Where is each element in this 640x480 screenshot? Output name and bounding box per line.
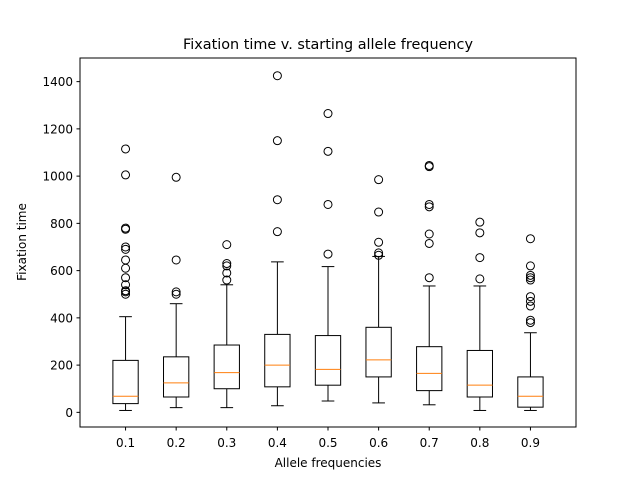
plot-area <box>112 71 544 411</box>
outlier-point <box>121 280 131 290</box>
box-iqr <box>416 346 443 392</box>
outlier-point <box>374 237 384 247</box>
box-group-0-4 <box>264 71 291 407</box>
y-tick-label: 200 <box>50 359 73 373</box>
outlier-point <box>121 242 131 252</box>
outlier-point <box>525 270 535 280</box>
y-tick-label: 600 <box>50 264 73 278</box>
x-tick-label: 0.6 <box>369 436 388 450</box>
box-group-0-8 <box>466 217 493 411</box>
box-iqr <box>264 333 291 388</box>
outlier-point <box>121 144 131 154</box>
outlier-point <box>525 275 535 285</box>
outlier-point <box>323 146 333 156</box>
y-axis: 0 200 400 600 800 1000 1200 1400 <box>42 75 80 420</box>
box-group-0-1 <box>112 144 139 411</box>
outlier-point <box>475 217 485 227</box>
outlier-point <box>121 263 131 273</box>
x-tick-label: 0.9 <box>521 436 540 450</box>
box-iqr <box>517 376 544 408</box>
outlier-point <box>323 109 333 119</box>
outlier-point <box>525 318 535 328</box>
outlier-point <box>121 289 131 299</box>
x-tick-label: 0.5 <box>318 436 337 450</box>
x-tick-label: 0.3 <box>217 436 236 450</box>
box-group-0-6 <box>365 175 392 404</box>
outlier-point <box>222 268 232 278</box>
x-axis-title: Allele frequencies <box>275 456 382 470</box>
outlier-point <box>171 172 181 182</box>
axes-frame <box>79 57 577 428</box>
outlier-point <box>272 195 282 205</box>
x-tick-label: 0.8 <box>470 436 489 450</box>
outlier-point <box>525 261 535 271</box>
outlier-point <box>121 286 131 296</box>
box-group-0-5 <box>314 109 342 402</box>
box-group-0-9 <box>517 234 544 411</box>
outlier-point <box>171 289 181 299</box>
outlier-point <box>222 240 232 250</box>
outlier-point <box>424 273 434 283</box>
outlier-point <box>424 199 434 209</box>
outlier-point <box>424 229 434 239</box>
y-tick-label: 1400 <box>42 75 73 89</box>
outlier-point <box>374 248 384 258</box>
outlier-point <box>171 255 181 265</box>
outlier-point <box>475 253 485 263</box>
x-tick-label: 0.4 <box>268 436 287 450</box>
outlier-point <box>525 315 535 325</box>
y-tick-label: 1000 <box>42 170 73 184</box>
x-tick-label: 0.1 <box>116 436 135 450</box>
chart-title: Fixation time v. starting allele frequen… <box>183 37 473 53</box>
outlier-point <box>121 170 131 180</box>
outlier-point <box>222 259 232 269</box>
outlier-point <box>222 275 232 285</box>
outlier-point <box>272 136 282 146</box>
outlier-point <box>272 71 282 81</box>
outlier-point <box>323 199 333 209</box>
outlier-point <box>525 296 535 306</box>
outlier-point <box>424 160 434 170</box>
box-iqr <box>112 359 139 405</box>
outlier-point <box>525 292 535 302</box>
y-axis-title: Fixation time <box>15 203 29 281</box>
box-group-0-7 <box>416 160 443 406</box>
y-tick-label: 0 <box>65 406 73 420</box>
outlier-point <box>374 250 384 260</box>
outlier-point <box>272 227 282 237</box>
outlier-point <box>121 273 131 283</box>
outlier-point <box>475 228 485 238</box>
outlier-point <box>121 255 131 265</box>
box-iqr <box>163 356 190 398</box>
box-iqr <box>213 344 240 390</box>
outlier-point <box>374 175 384 185</box>
box-iqr <box>466 349 493 398</box>
x-tick-label: 0.2 <box>167 436 186 450</box>
y-tick-label: 800 <box>50 217 73 231</box>
outlier-point <box>424 238 434 248</box>
outlier-point <box>171 287 181 297</box>
outlier-point <box>525 301 535 311</box>
box-iqr <box>365 326 392 378</box>
outlier-point <box>525 234 535 244</box>
y-tick-label: 1200 <box>42 122 73 136</box>
outlier-point <box>424 202 434 212</box>
x-tick-label: 0.7 <box>420 436 439 450</box>
outlier-point <box>121 223 131 233</box>
outlier-point <box>374 207 384 217</box>
box-iqr <box>314 335 342 386</box>
box-group-0-3 <box>213 240 240 409</box>
box-group-0-2 <box>163 172 190 409</box>
outlier-point <box>222 261 232 271</box>
outlier-point <box>121 244 131 254</box>
x-axis: 0.1 0.2 0.3 0.4 0.5 0.6 0.7 0.8 0.9 <box>116 427 540 450</box>
outlier-point <box>525 273 535 283</box>
outlier-point <box>323 249 333 259</box>
y-tick-label: 400 <box>50 311 73 325</box>
outlier-point <box>475 274 485 284</box>
